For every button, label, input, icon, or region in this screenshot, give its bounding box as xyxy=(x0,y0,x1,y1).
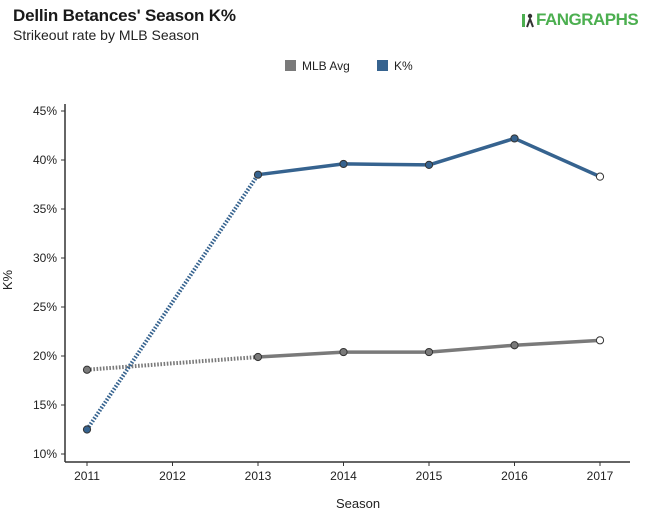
legend-label-k_pct: K% xyxy=(394,59,413,73)
legend-swatch-k_pct xyxy=(377,60,388,71)
point-mlb_avg-2017 xyxy=(595,336,605,345)
x-tick-label: 2016 xyxy=(501,469,528,483)
chart-title: Dellin Betances' Season K% xyxy=(13,6,236,25)
x-axis-label: Season xyxy=(336,496,380,511)
legend-swatch-mlb_avg xyxy=(285,60,296,71)
x-tick-label: 2013 xyxy=(245,469,272,483)
y-tick-label: 40% xyxy=(33,153,57,167)
point-mlb_avg-2013 xyxy=(253,352,263,362)
point-k_pct-2011 xyxy=(82,425,92,434)
chart-subtitle: Strikeout rate by MLB Season xyxy=(13,27,199,43)
point-mlb_avg-2016 xyxy=(510,341,519,350)
point-k_pct-2014 xyxy=(339,159,348,169)
point-k_pct-2013 xyxy=(253,170,263,179)
x-tick-label: 2012 xyxy=(159,469,186,483)
point-k_pct-2017 xyxy=(595,172,605,181)
y-tick-label: 10% xyxy=(33,447,57,461)
point-k_pct-2015 xyxy=(424,160,434,169)
x-tick-label: 2014 xyxy=(330,469,357,483)
point-mlb_avg-2015 xyxy=(424,347,434,357)
fangraphs-logo-icon xyxy=(522,13,534,28)
axes: 10% 15% 20% 25% 30% 35% 40% 45% 2011 2012 2013 2014… xyxy=(33,104,630,483)
y-axis-label: K% xyxy=(0,269,15,290)
point-mlb_avg-2011 xyxy=(82,365,92,374)
y-tick-label: 20% xyxy=(33,349,57,363)
legend: MLB Avg K% xyxy=(285,59,413,73)
x-tick-label: 2017 xyxy=(587,469,614,483)
point-k_pct-2016 xyxy=(510,134,519,143)
y-tick-label: 25% xyxy=(33,300,57,314)
series-k_pct-line xyxy=(257,136,601,179)
series-mlb_avg-gap-line xyxy=(86,354,259,372)
series-k_pct-gap-line xyxy=(85,173,260,431)
x-tick-label: 2015 xyxy=(416,469,443,483)
y-tick-label: 30% xyxy=(33,251,57,265)
x-tick-label: 2011 xyxy=(74,469,100,483)
y-tick-label: 15% xyxy=(33,398,57,412)
y-tick-label: 45% xyxy=(33,104,57,118)
point-mlb_avg-2014 xyxy=(339,347,348,357)
legend-label-mlb_avg: MLB Avg xyxy=(302,59,350,73)
series-layer xyxy=(82,134,605,434)
y-tick-label: 35% xyxy=(33,202,57,216)
fangraphs-logo[interactable]: FANGRAPHS xyxy=(522,10,639,30)
fangraphs-logo-text: FANGRAPHS xyxy=(536,10,639,29)
